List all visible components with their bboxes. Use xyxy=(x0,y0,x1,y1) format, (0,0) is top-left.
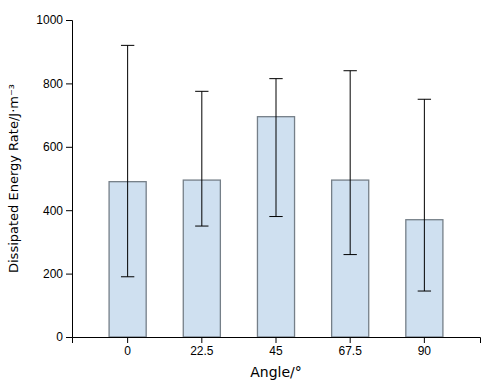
tick-mark xyxy=(350,337,351,343)
tick: 45 xyxy=(269,337,283,358)
tick-mark xyxy=(66,337,72,338)
tick: 0 xyxy=(56,330,72,344)
tick: 90 xyxy=(418,337,432,358)
axis-line xyxy=(73,338,481,344)
tick-label: 90 xyxy=(418,344,432,358)
tick-label: 0 xyxy=(56,330,63,344)
tick: 400 xyxy=(43,204,72,218)
tick-mark xyxy=(424,337,425,343)
tick: 22.5 xyxy=(190,337,214,358)
tick: 67.5 xyxy=(339,337,363,358)
error-cap-upper xyxy=(121,45,134,46)
error-cap-upper xyxy=(418,99,431,100)
plot: 0 200 400 600 800 1000 0 22.5 45 67.5 90 xyxy=(36,13,480,357)
marks xyxy=(109,45,443,337)
tick: 200 xyxy=(43,267,72,281)
error-bar xyxy=(269,79,282,217)
tick-label: 45 xyxy=(269,344,283,358)
error-stem xyxy=(201,91,202,226)
error-stem xyxy=(350,71,351,255)
error-bar xyxy=(195,91,208,226)
tick-mark xyxy=(201,337,202,343)
tick-label: 67.5 xyxy=(339,344,363,358)
error-cap-upper xyxy=(195,91,208,92)
error-bar xyxy=(121,45,134,276)
x-axis-title: Angle/° xyxy=(250,364,302,380)
tick-mark xyxy=(276,337,277,343)
x-axis: 0 22.5 45 67.5 90 xyxy=(73,337,481,358)
tick-mark xyxy=(66,83,72,84)
error-cap-upper xyxy=(269,78,282,79)
tick: 600 xyxy=(43,140,72,154)
axis-line xyxy=(66,21,73,338)
tick-label: 400 xyxy=(43,204,63,218)
tick-mark xyxy=(66,147,72,148)
tick-label: 1000 xyxy=(36,13,63,27)
error-cap-upper xyxy=(344,70,357,71)
tick-label: 800 xyxy=(43,77,63,91)
tick-label: 600 xyxy=(43,140,63,154)
tick: 1000 xyxy=(36,13,72,27)
error-bar xyxy=(418,99,431,291)
tick-mark xyxy=(66,210,72,211)
tick-mark xyxy=(66,20,72,21)
tick: 0 xyxy=(124,337,131,358)
tick-mark xyxy=(66,274,72,275)
tick-mark xyxy=(127,337,128,343)
error-cap-lower xyxy=(269,216,282,217)
error-cap-lower xyxy=(195,226,208,227)
y-axis-title: Dissipated Energy Rate/J·m⁻³ xyxy=(6,84,21,273)
tick-label: 200 xyxy=(43,267,63,281)
error-cap-lower xyxy=(344,254,357,255)
tick-label: 0 xyxy=(124,344,131,358)
chart: 0 200 400 600 800 1000 0 22.5 45 67.5 90 Angle/° Dis… xyxy=(0,0,500,389)
error-stem xyxy=(276,79,277,217)
error-cap-lower xyxy=(121,276,134,277)
error-stem xyxy=(424,99,425,291)
tick-label: 22.5 xyxy=(190,344,214,358)
tick: 800 xyxy=(43,77,72,91)
error-cap-lower xyxy=(418,291,431,292)
error-bar xyxy=(344,71,357,255)
error-stem xyxy=(127,45,128,276)
y-axis: 0 200 400 600 800 1000 xyxy=(36,13,72,344)
